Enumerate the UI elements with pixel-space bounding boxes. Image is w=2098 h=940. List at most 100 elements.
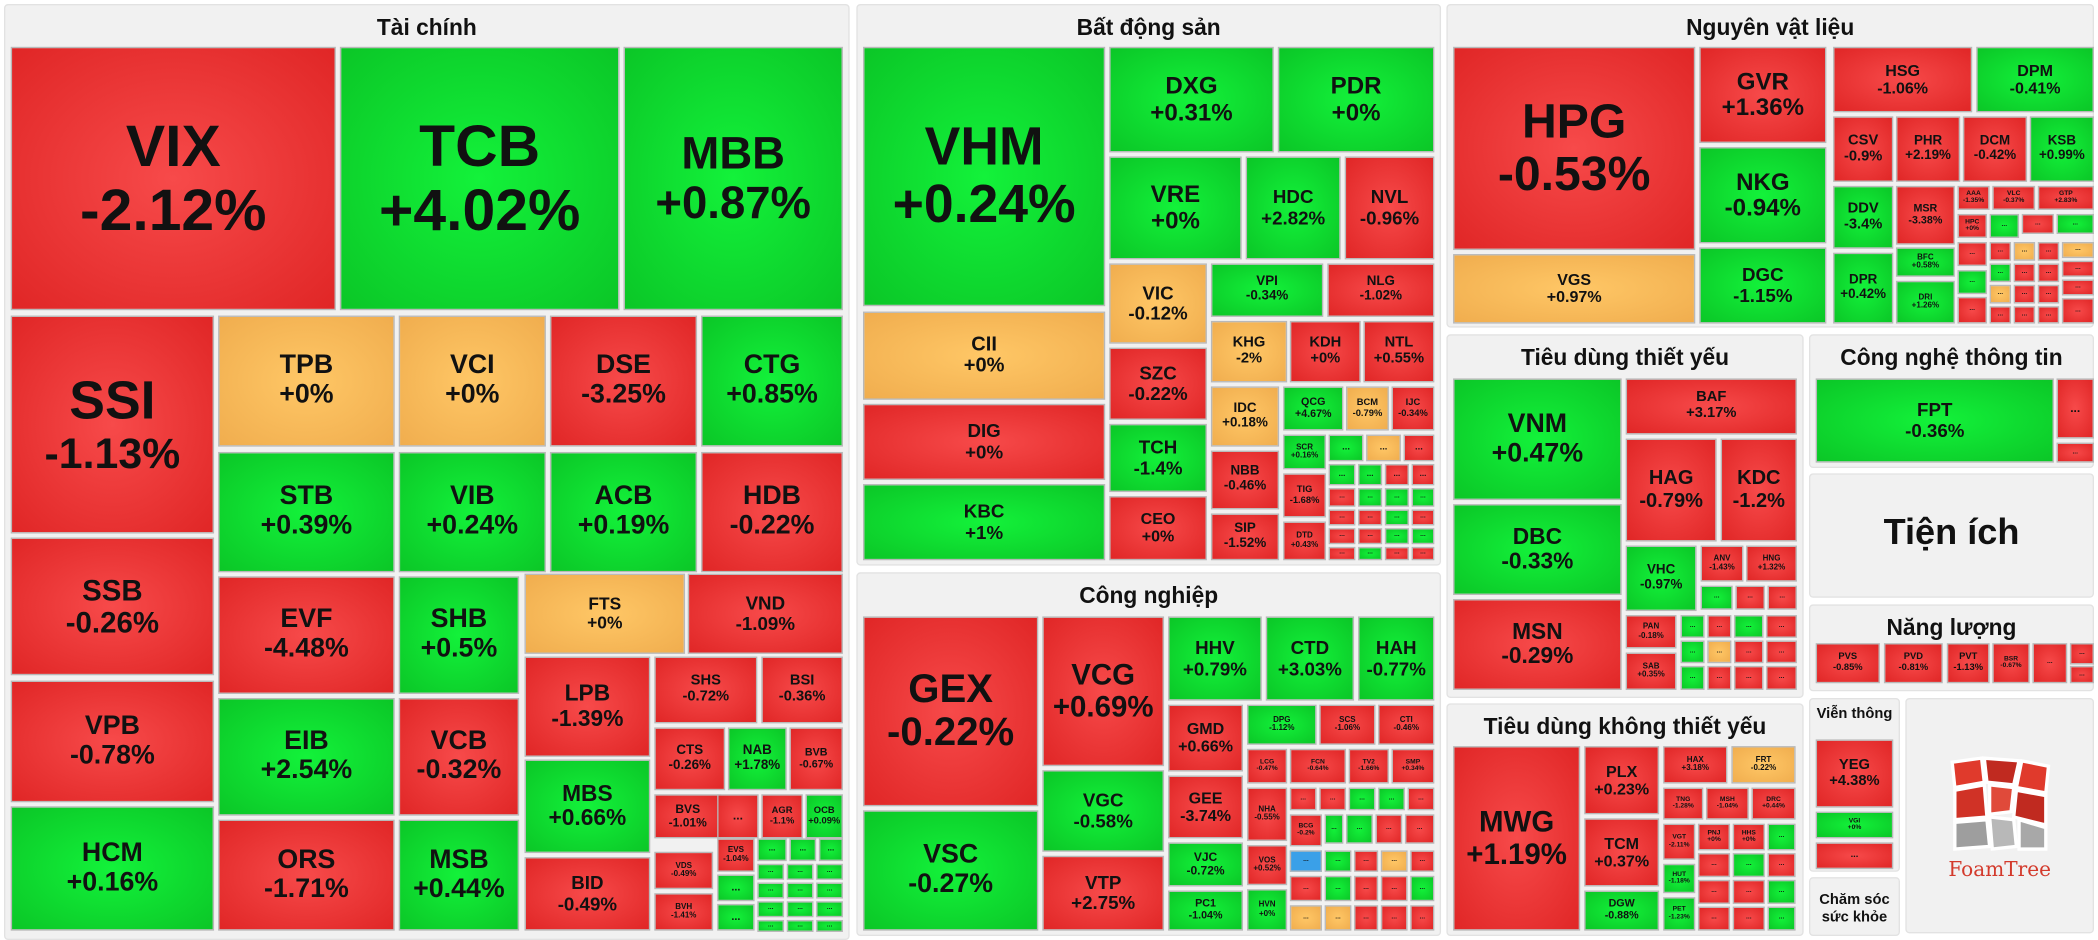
more-tile[interactable]: ... — [1384, 546, 1409, 561]
more-tile[interactable]: ... — [1384, 528, 1409, 545]
more-tile[interactable]: ... — [1411, 488, 1435, 507]
more-tile[interactable]: ... — [1766, 640, 1797, 664]
more-tile[interactable]: ... — [1380, 850, 1408, 872]
more-tile[interactable]: ... — [1767, 585, 1797, 610]
stock-tile-shb[interactable]: SHB +0.5% — [398, 576, 520, 694]
stock-tile-pvt[interactable]: PVT -1.13% — [1946, 643, 1990, 684]
stock-tile-hpc[interactable]: HPC +0% — [1957, 213, 1987, 239]
stock-tile-bfc[interactable]: BFC +0.58% — [1895, 247, 1955, 277]
stock-tile-kdc[interactable]: KDC -1.2% — [1720, 438, 1797, 542]
stock-tile-scs[interactable]: SCS -1.06% — [1319, 704, 1376, 745]
more-tile[interactable]: ... — [816, 863, 843, 880]
more-tile[interactable]: ... — [1404, 814, 1435, 844]
more-tile[interactable]: ... — [2061, 242, 2094, 259]
stock-tile-fpt[interactable]: FPT -0.36% — [1815, 378, 2054, 463]
stock-tile-dri[interactable]: DRI +1.26% — [1895, 280, 1955, 324]
more-tile[interactable]: ... — [1328, 434, 1364, 462]
stock-tile-smp[interactable]: SMP +0.34% — [1391, 748, 1435, 784]
more-tile[interactable]: ... — [1697, 906, 1731, 931]
stock-tile-hag[interactable]: HAG -0.79% — [1625, 438, 1717, 542]
more-tile[interactable]: ... — [2013, 284, 2036, 304]
more-tile[interactable]: ... — [1989, 263, 2012, 283]
stock-tile-vgs[interactable]: VGS +0.97% — [1453, 254, 1696, 324]
stock-tile-pvs[interactable]: PVS -0.85% — [1815, 643, 1880, 684]
stock-tile-baf[interactable]: BAF +3.17% — [1625, 378, 1797, 435]
stock-tile-bcg[interactable]: BCG -0.2% — [1289, 814, 1322, 847]
stock-tile-ntl[interactable]: NTL +0.55% — [1363, 320, 1435, 383]
more-tile[interactable]: ... — [717, 874, 755, 902]
more-tile[interactable]: ... — [1324, 875, 1352, 902]
more-tile[interactable]: ... — [1989, 242, 2012, 261]
stock-tile-dpg[interactable]: DPG -1.12% — [1247, 704, 1317, 745]
more-tile[interactable]: ... — [1680, 665, 1705, 690]
more-tile[interactable]: ... — [717, 794, 759, 839]
more-tile[interactable]: ... — [2056, 442, 2094, 463]
more-tile[interactable]: ... — [757, 863, 785, 880]
stock-tile-msr[interactable]: MSR -3.38% — [1895, 185, 1955, 245]
stock-tile-dig[interactable]: DIG +0% — [863, 403, 1106, 481]
stock-tile-bvs[interactable]: BVS -1.01% — [654, 794, 722, 839]
stock-tile-cti[interactable]: CTI -0.46% — [1378, 704, 1435, 745]
stock-tile-vix[interactable]: VIX -2.12% — [10, 46, 336, 311]
stock-tile-pdr[interactable]: PDR +0% — [1277, 46, 1435, 153]
stock-tile-hut[interactable]: HUT -1.18% — [1663, 863, 1696, 894]
more-tile[interactable]: ... — [2032, 643, 2068, 684]
stock-tile-vsc[interactable]: VSC -0.27% — [863, 810, 1039, 931]
stock-tile-hng[interactable]: HNG +1.32% — [1746, 545, 1797, 582]
more-tile[interactable]: ... — [1734, 665, 1764, 690]
stock-tile-hpg[interactable]: HPG -0.53% — [1453, 46, 1696, 251]
more-tile[interactable]: ... — [1384, 509, 1409, 526]
more-tile[interactable]: ... — [1328, 509, 1356, 526]
more-tile[interactable]: ... — [1767, 906, 1796, 931]
stock-tile-ijc[interactable]: IJC -0.34% — [1391, 386, 1435, 431]
more-tile[interactable]: ... — [1700, 585, 1733, 610]
stock-tile-hhv[interactable]: HHV +0.79% — [1168, 616, 1262, 701]
more-tile[interactable]: ... — [1707, 615, 1732, 638]
more-tile[interactable]: ... — [816, 882, 843, 899]
more-tile[interactable]: ... — [1380, 905, 1408, 931]
stock-tile-vjc[interactable]: VJC -0.72% — [1168, 842, 1244, 887]
stock-tile-agr[interactable]: AGR -1.1% — [761, 794, 803, 839]
stock-tile-vos[interactable]: VOS +0.52% — [1247, 845, 1288, 886]
stock-tile-dgw[interactable]: DGW -0.88% — [1584, 890, 1660, 931]
more-tile[interactable]: ... — [2069, 643, 2094, 665]
more-tile[interactable]: ... — [1324, 814, 1344, 844]
stock-tile-bsi[interactable]: BSI -0.36% — [761, 656, 843, 724]
more-tile[interactable]: ... — [2037, 284, 2060, 304]
sector-panel-6[interactable]: Tiện ích — [1808, 473, 2094, 598]
more-tile[interactable]: ... — [1358, 488, 1383, 507]
more-tile[interactable]: ... — [1989, 213, 2020, 239]
more-tile[interactable]: ... — [1732, 853, 1765, 878]
stock-tile-dgc[interactable]: DGC -1.15% — [1699, 247, 1827, 324]
stock-tile-hax[interactable]: HAX +3.18% — [1663, 746, 1728, 784]
stock-tile-pnj[interactable]: PNJ +0% — [1697, 823, 1731, 851]
stock-tile-tng[interactable]: TNG -1.28% — [1663, 787, 1704, 820]
more-tile[interactable]: ... — [1957, 296, 1987, 324]
more-tile[interactable]: ... — [1767, 879, 1796, 904]
stock-tile-stb[interactable]: STB +0.39% — [218, 451, 395, 573]
stock-tile-bcm[interactable]: BCM -0.79% — [1346, 386, 1389, 431]
stock-tile-mwg[interactable]: MWG +1.19% — [1453, 746, 1581, 931]
more-tile[interactable]: ... — [1735, 585, 1765, 610]
sector-panel-11[interactable]: Chăm sóc sức khỏe — [1808, 877, 1900, 936]
more-tile[interactable]: ... — [1815, 842, 1894, 870]
more-tile[interactable]: ... — [2056, 213, 2094, 234]
more-tile[interactable]: ... — [2056, 378, 2094, 439]
more-tile[interactable]: ... — [1324, 905, 1352, 931]
more-tile[interactable]: ... — [1328, 463, 1356, 486]
more-tile[interactable]: ... — [1989, 284, 2012, 304]
more-tile[interactable]: ... — [1289, 905, 1322, 931]
stock-tile-ceo[interactable]: CEO +0% — [1109, 496, 1207, 561]
more-tile[interactable]: ... — [1358, 509, 1383, 526]
more-tile[interactable]: ... — [757, 882, 785, 899]
more-tile[interactable]: ... — [1411, 463, 1435, 486]
more-tile[interactable]: ... — [786, 901, 814, 918]
stock-tile-ocb[interactable]: OCB +0.09% — [805, 794, 843, 839]
stock-tile-vib[interactable]: VIB +0.24% — [398, 451, 546, 573]
stock-tile-ssb[interactable]: SSB -0.26% — [10, 537, 215, 676]
stock-tile-hvn[interactable]: HVN +0% — [1247, 889, 1288, 931]
more-tile[interactable]: ... — [1328, 546, 1356, 561]
stock-tile-hhs[interactable]: HHS +0% — [1732, 823, 1765, 851]
stock-tile-ssi[interactable]: SSI -1.13% — [10, 315, 215, 534]
more-tile[interactable]: ... — [1732, 879, 1765, 904]
